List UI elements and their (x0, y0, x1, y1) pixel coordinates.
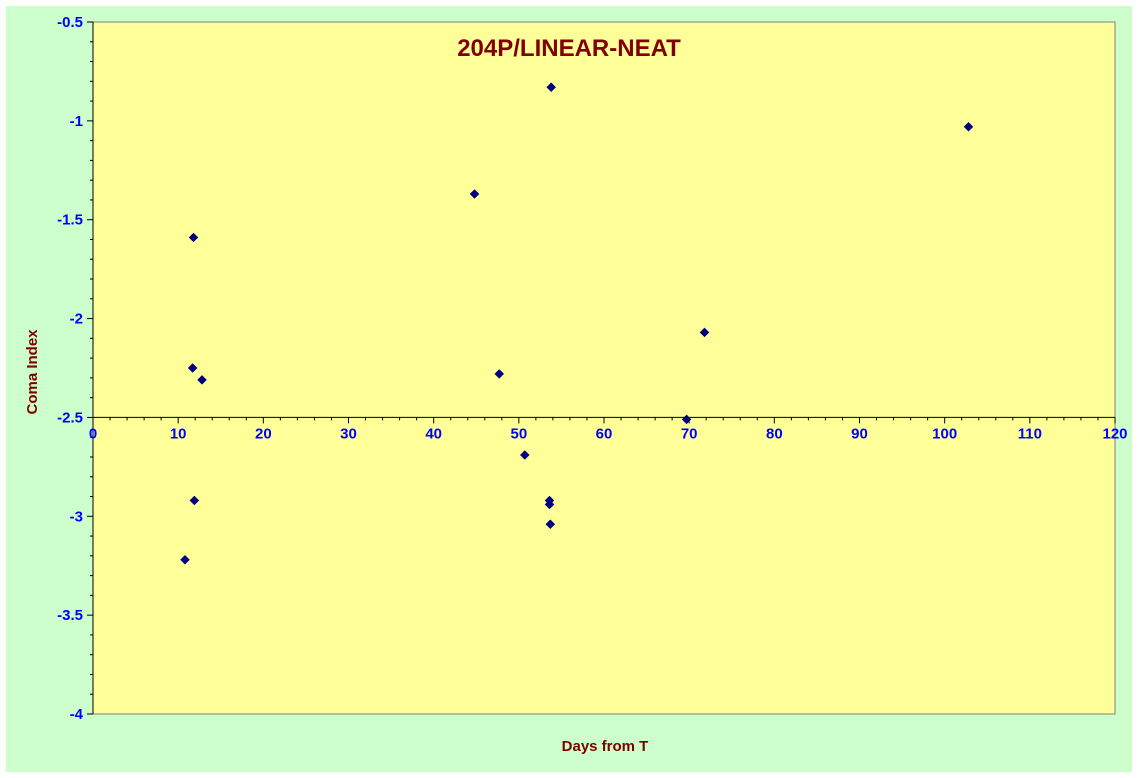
y-axis-tick-labels: -0.5 -1 -1.5 -2 -2.5 -3 -3.5 -4 (57, 14, 84, 723)
data-point (180, 554, 190, 565)
data-point (189, 495, 200, 506)
y-tick-label: -0.5 (57, 14, 83, 31)
data-point (188, 232, 199, 243)
data-point (197, 375, 207, 385)
y-tick-label: -4 (70, 706, 84, 723)
x-tick-label: 40 (425, 425, 442, 442)
data-point (469, 189, 480, 199)
chart-area: -0.5 -1 -1.5 -2 -2.5 -3 -3.5 -4 0 10 20 30 40 50 60 70… (6, 6, 1132, 772)
x-tick-label: 60 (596, 425, 613, 442)
data-points (180, 82, 974, 565)
x-tick-label: 120 (1102, 425, 1127, 442)
x-tick-label: 0 (89, 425, 97, 442)
data-point (545, 519, 556, 530)
y-tick-label: -2.5 (57, 409, 83, 426)
y-axis-minor-ticks (87, 21, 93, 715)
data-point (681, 414, 692, 425)
x-tick-label: 10 (170, 425, 187, 442)
y-tick-label: -3.5 (57, 607, 83, 624)
y-tick-label: -1.5 (57, 212, 83, 229)
data-point (187, 363, 198, 373)
chart-title: 204P/LINEAR-NEAT (457, 35, 681, 62)
y-axis-title: Coma Index (24, 329, 41, 415)
data-point (519, 450, 530, 460)
x-tick-label: 80 (766, 425, 783, 442)
x-tick-label: 50 (510, 425, 527, 442)
data-point (699, 327, 710, 338)
y-tick-label: -2 (70, 311, 83, 328)
data-point (494, 369, 505, 379)
x-tick-label: 30 (340, 425, 357, 442)
x-axis-title: Days from T (562, 738, 649, 755)
data-point (963, 121, 974, 132)
scatter-chart: -0.5 -1 -1.5 -2 -2.5 -3 -3.5 -4 0 10 20 30 40 50 60 70… (24, 14, 1128, 755)
x-axis-tick-labels: 0 10 20 30 40 50 60 70 80 90 100 110 120 (89, 425, 1128, 442)
data-point (544, 499, 555, 510)
x-tick-label: 100 (932, 425, 957, 442)
x-tick-label: 90 (851, 425, 868, 442)
x-tick-label: 70 (681, 425, 698, 442)
x-tick-label: 20 (255, 425, 272, 442)
data-point (546, 82, 557, 93)
plot-area (92, 21, 1116, 715)
y-tick-label: -3 (70, 508, 83, 525)
y-tick-label: -1 (70, 113, 83, 130)
x-tick-label: 110 (1018, 425, 1042, 442)
